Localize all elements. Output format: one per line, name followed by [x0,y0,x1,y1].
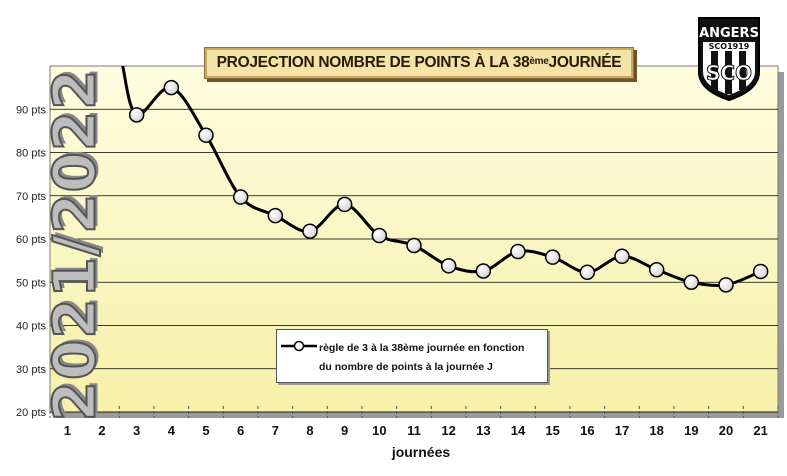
x-tick-label: 12 [441,423,455,438]
y-tick-label: 80 pts [16,148,46,160]
gridlines [50,108,778,413]
y-tick-label: 60 pts [16,234,46,246]
x-tick-label: 20 [719,423,733,438]
logo-text-bottom: SCO [706,61,752,85]
season-watermark: 2021/2022 [20,67,130,422]
x-tick-label: 10 [372,423,386,438]
legend-label-line1: règle de 3 à la 38ème journée en fonctio… [319,342,525,354]
data-point [267,207,284,224]
data-point [336,196,353,213]
x-tick-label: 16 [580,423,594,438]
y-tick-label: 40 pts [16,321,46,333]
x-tick-label: 7 [272,423,279,438]
y-tick-label: 20 pts [16,407,46,419]
x-axis-label: journées [391,444,451,460]
data-point [579,264,596,281]
x-tick-label: 5 [202,423,209,438]
data-point [475,263,492,279]
y-tick-labels: 20 pts 30 pts 40 pts 50 pts 60 pts 70 pts 80 p… [16,104,46,419]
x-tick-label: 13 [476,423,490,438]
chart-title-text: PROJECTION NOMBRE DE POINTS À LA 38 [216,54,530,71]
x-tick-label: 2 [98,423,105,438]
chart-title-end: JOURNÉE [548,54,622,71]
x-tick-labels: 1 2 3 4 5 6 7 8 9 10 11 12 13 14 15 16 17 18 19 20 21 [64,423,768,438]
data-point [232,189,249,205]
data-point [371,227,388,244]
data-point [406,237,422,254]
club-logo-icon: ANGERS SCO1919 SCO [698,17,760,102]
data-point [752,263,769,280]
legend: règle de 3 à la 38ème journée en fonctio… [276,329,548,383]
x-tick-label: 18 [649,423,663,438]
legend-marker-icon [281,340,317,352]
x-gridlines [49,406,779,418]
y-tick-label: 50 pts [16,277,46,289]
x-tick-label: 17 [615,423,629,438]
x-tick-label: 21 [753,423,767,438]
series-line [121,66,769,293]
data-point [648,261,665,278]
chart-title-sup: ème [529,55,549,67]
x-tick-label: 19 [684,423,698,438]
data-point [128,107,145,123]
data-point [440,258,457,274]
x-tick-label: 8 [306,423,313,438]
data-point [198,127,214,143]
data-point [302,223,318,239]
data-point [718,277,734,293]
y-tick-label: 30 pts [16,364,46,376]
x-tick-label: 11 [407,423,421,438]
data-point [163,79,180,96]
y-tick-label: 90 pts [16,104,46,116]
data-point [544,249,561,265]
season-text: 2021/2022 [40,67,110,422]
x-tick-label: 3 [133,423,140,438]
chart-title: PROJECTION NOMBRE DE POINTS À LA 38 ème J… [204,47,634,79]
x-tick-label: 14 [511,423,526,438]
data-point [683,274,700,290]
data-point [510,243,526,260]
logo-text-mid: SCO1919 [709,42,750,51]
x-tick-label: 4 [168,423,176,438]
x-tick-label: 15 [545,423,559,438]
x-tick-label: 1 [64,423,71,438]
legend-label-line2: du nombre de points à la journée J [319,361,493,373]
x-tick-label: 6 [237,423,244,438]
data-point [614,248,630,265]
y-tick-label: 70 pts [16,191,46,203]
logo-text-top: ANGERS [699,26,759,41]
x-tick-label: 9 [341,423,348,438]
